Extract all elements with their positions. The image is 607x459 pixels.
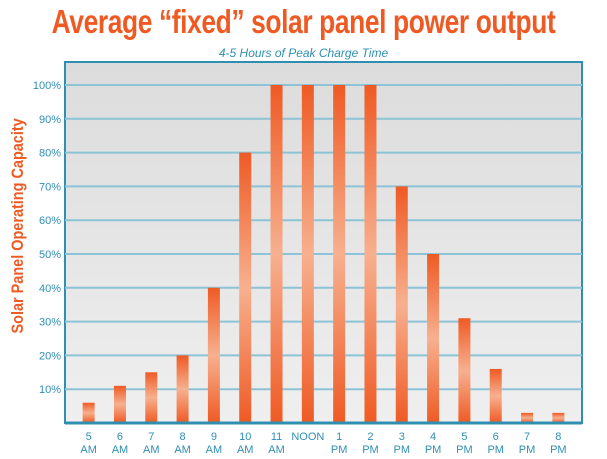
bar <box>207 287 220 423</box>
x-tick-label: 7 <box>148 431 154 443</box>
y-tick-label: 40% <box>39 283 61 295</box>
bar <box>176 355 189 423</box>
bar <box>521 412 534 423</box>
chart-subtitle: 4-5 Hours of Peak Charge Time <box>218 46 389 60</box>
x-tick-label: 6 <box>117 431 123 443</box>
x-tick-label: AM <box>237 444 254 456</box>
x-tick-label: 3 <box>399 431 405 443</box>
x-tick-label: AM <box>80 444 97 456</box>
bar <box>552 412 565 423</box>
y-tick-label: 20% <box>39 350 61 362</box>
bar <box>364 85 377 423</box>
bar <box>301 85 314 423</box>
y-tick-label: 50% <box>39 249 61 261</box>
x-tick-label: 7 <box>524 431 530 443</box>
x-tick-label: AM <box>174 444 191 456</box>
x-tick-label: 9 <box>211 431 217 443</box>
bar <box>333 85 346 423</box>
x-tick-label: PM <box>394 444 411 456</box>
x-tick-label: NOON <box>291 431 324 443</box>
x-tick-label: 6 <box>493 431 499 443</box>
plot-area <box>64 61 583 424</box>
bar <box>145 372 158 423</box>
y-tick-label: 60% <box>39 215 61 227</box>
x-tick-label: 8 <box>555 431 561 443</box>
y-tick-label: 80% <box>39 148 61 160</box>
bar <box>458 318 471 423</box>
x-tick-label: 4 <box>430 431 436 443</box>
bar <box>427 254 440 423</box>
bar <box>82 402 95 423</box>
x-tick-label: PM <box>456 444 473 456</box>
x-tick-label: AM <box>206 444 223 456</box>
x-tick-label: 2 <box>367 431 373 443</box>
x-tick-label: PM <box>519 444 536 456</box>
x-tick-label: AM <box>143 444 160 456</box>
y-tick-label: 100% <box>33 80 61 92</box>
x-tick-label: PM <box>550 444 567 456</box>
x-tick-label: 11 <box>271 431 282 443</box>
x-tick-label: PM <box>425 444 442 456</box>
x-tick-label: AM <box>112 444 129 456</box>
x-tick-label: 10 <box>239 431 251 443</box>
chart-title: Average “fixed” solar panel power output <box>51 3 556 40</box>
y-tick-label: 10% <box>39 384 61 396</box>
bar <box>489 368 502 423</box>
x-tick-label: PM <box>487 444 504 456</box>
bar <box>395 186 408 423</box>
x-tick-label: PM <box>331 444 348 456</box>
x-tick-label: 5 <box>86 431 92 443</box>
x-tick-label: 1 <box>336 431 342 443</box>
bar <box>113 385 126 423</box>
x-tick-label: 5 <box>461 431 467 443</box>
y-tick-label: 30% <box>39 317 61 329</box>
y-tick-label: 70% <box>39 181 61 193</box>
x-tick-label: 8 <box>180 431 186 443</box>
x-tick-label: PM <box>362 444 379 456</box>
x-tick-label: AM <box>268 444 285 456</box>
bar <box>239 152 252 423</box>
bar <box>270 85 283 423</box>
y-tick-label: 90% <box>39 114 61 126</box>
